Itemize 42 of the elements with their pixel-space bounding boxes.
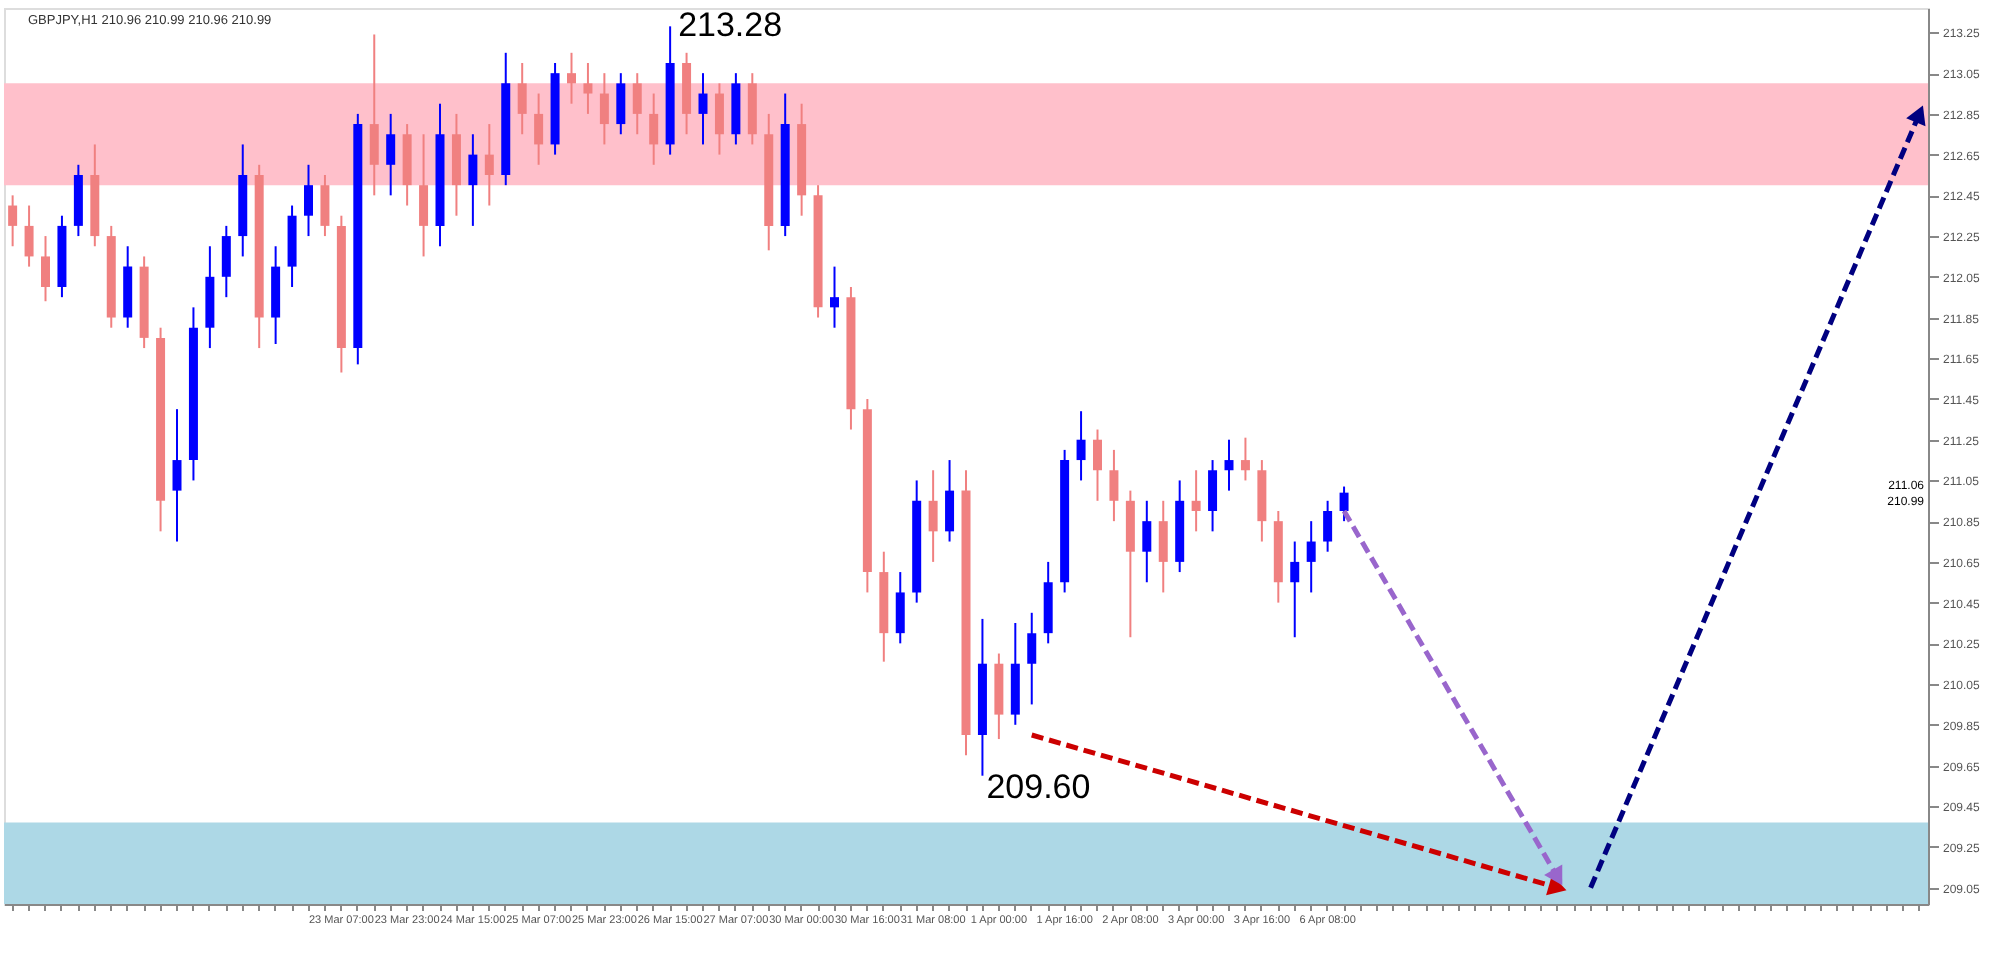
candlestick [1109,448,1119,523]
candlestick [1306,520,1316,594]
candlestick [1027,611,1037,706]
candlestick [1076,410,1086,482]
candlestick [698,72,708,146]
candlestick [616,72,626,136]
candlestick [221,224,231,299]
candlestick [534,92,544,166]
candlestick [1240,436,1250,482]
annotation: 209.60 [986,767,1091,806]
candlestick [1142,499,1152,584]
candlestick [320,173,330,238]
candlestick [517,61,527,136]
candlestick [928,469,938,563]
candlestick [304,163,313,238]
candlestick [8,194,18,248]
candlestick [1158,499,1168,594]
candlestick [945,459,955,543]
candlestick [714,82,724,156]
candlestick [632,72,642,136]
candlestick [1323,499,1333,553]
candlestick [484,123,494,207]
candlestick [24,204,34,268]
candlestick [895,571,905,645]
candlestick [1208,459,1218,533]
candlestick [1290,540,1300,639]
candlestick [583,61,593,115]
candlestick [649,92,659,166]
candlestick [1191,469,1201,533]
candlestick [172,408,182,543]
candlestick [419,133,429,258]
candlestick [386,112,396,197]
candlestick [1224,438,1234,492]
candlestick [468,133,478,227]
candlestick [1339,485,1349,523]
candlestick [369,33,379,197]
candlestick [1093,428,1102,502]
candlestick [830,265,839,329]
annotation: 213.28 [678,6,783,45]
candlestick [567,51,576,105]
candlestick [41,235,50,303]
candlestick [599,72,609,146]
